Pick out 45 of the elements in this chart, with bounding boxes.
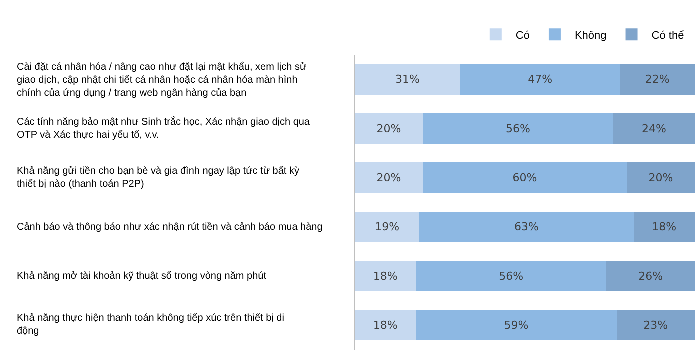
- data-label: 60%: [512, 171, 538, 184]
- bar: [355, 212, 420, 242]
- data-label: 18%: [373, 318, 398, 332]
- data-label: 31%: [395, 73, 420, 86]
- bar: [634, 212, 695, 242]
- y-tick-label: Cài đặt cá nhân hóa / nâng cao như đặt lại mật khẩu, xem lịch sử giao dịch, cập nhật chi tiết cá nhân hoặc cá nhân hóa màn hình chính của ứng dụng / trang web ngân hàng của bạn: [17, 61, 307, 99]
- data-label: 24%: [642, 122, 666, 136]
- data-label: 20%: [376, 122, 402, 136]
- data-label: 56%: [499, 270, 524, 283]
- y-tick-label: Cảnh báo và thông báo như xác nhận rút tiền và cảnh báo mua hàng: [17, 222, 323, 233]
- bar: [613, 114, 695, 144]
- bar: [355, 114, 423, 144]
- y-tick-label: Các tính năng bảo mật như Sinh trắc học, Xác nhận giao dịch qua OTP và Xác thực hai yếu tố, v.v.: [17, 116, 310, 141]
- bar: [606, 261, 695, 292]
- legend-label: Có: [516, 30, 530, 42]
- bar: [355, 261, 416, 292]
- bar: [423, 162, 627, 194]
- bar: [355, 162, 423, 194]
- bar: [620, 64, 695, 95]
- data-label: 59%: [504, 318, 529, 332]
- y-tick-label: Khả năng gửi tiền cho bạn bè và gia đình ngay lập tức từ bất kỳ thiết bị nào (thanh toán P2P): [17, 166, 300, 190]
- legend-label: Có thể: [652, 30, 684, 42]
- bar: [355, 64, 460, 95]
- bar: [423, 114, 614, 144]
- data-label: 18%: [373, 270, 398, 283]
- data-label: 20%: [648, 171, 674, 184]
- y-tick-label: Khả năng mở tài khoản kỹ thuật số trong vòng năm phút: [17, 271, 267, 282]
- data-label: 18%: [652, 220, 677, 234]
- data-label: 47%: [528, 73, 553, 86]
- bar: [416, 261, 607, 292]
- bar: [616, 310, 695, 341]
- bar: [416, 310, 617, 341]
- legend-label: Không: [574, 30, 607, 42]
- data-label: 20%: [376, 171, 402, 184]
- data-label: 23%: [644, 318, 668, 332]
- bar: [627, 162, 695, 194]
- data-label: 56%: [506, 122, 530, 136]
- bar: [355, 310, 416, 341]
- y-tick-label: Khả năng thực hiện thanh toán không tiếp xúc trên thiết bị di động: [17, 313, 284, 337]
- data-label: 22%: [645, 73, 670, 86]
- data-label: 19%: [375, 220, 400, 234]
- data-label: 63%: [514, 220, 539, 234]
- bar: [460, 64, 620, 95]
- data-label: 26%: [638, 270, 664, 283]
- bar: [420, 212, 634, 242]
